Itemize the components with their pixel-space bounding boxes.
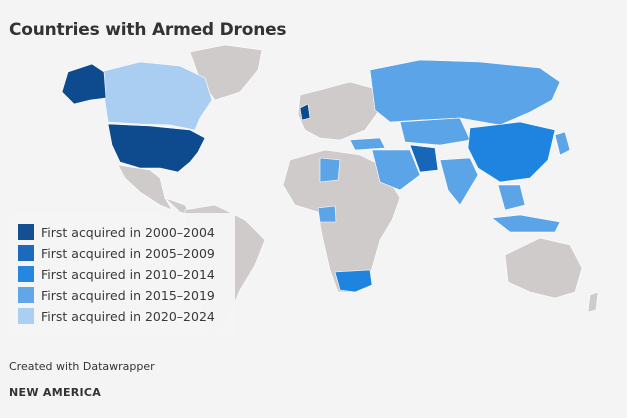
region-mexico: [117, 164, 173, 211]
legend-item: First acquired in 2010–2014: [18, 265, 215, 283]
region-india: [439, 157, 479, 206]
region-nigeria: [317, 205, 337, 223]
legend-swatch: [18, 245, 34, 261]
legend-swatch: [18, 224, 34, 240]
legend-item: First acquired in 2015–2019: [18, 286, 215, 304]
region-europe: [297, 81, 379, 141]
legend-label: First acquired in 2015–2019: [41, 287, 215, 303]
region-turkey: [349, 137, 386, 151]
chart-title: Countries with Armed Drones: [9, 20, 287, 40]
region-southeast-asia: [497, 184, 526, 211]
region-usa: [107, 123, 206, 173]
region-russia: [369, 59, 561, 126]
region-central-asia: [399, 117, 471, 146]
region-iran: [409, 144, 439, 173]
legend-swatch: [18, 308, 34, 324]
region-north-africa-drone: [319, 157, 341, 183]
region-korea-japan: [554, 131, 571, 156]
legend: First acquired in 2000–2004 First acquir…: [9, 213, 235, 337]
legend-item: First acquired in 2000–2004: [18, 223, 215, 241]
legend-label: First acquired in 2020–2024: [41, 308, 215, 324]
region-indonesia: [491, 214, 561, 233]
legend-item: First acquired in 2020–2024: [18, 307, 215, 325]
region-china: [467, 121, 556, 183]
brand-logo-text: NEW AMERICA: [9, 386, 102, 399]
region-australia: [504, 237, 583, 299]
legend-swatch: [18, 266, 34, 282]
region-alaska: [61, 63, 107, 105]
region-middle-east: [371, 149, 421, 191]
region-new-zealand: [587, 291, 599, 313]
region-south-africa: [334, 269, 373, 293]
region-uk: [299, 103, 311, 121]
legend-swatch: [18, 287, 34, 303]
legend-label: First acquired in 2005–2009: [41, 245, 215, 261]
legend-label: First acquired in 2000–2004: [41, 224, 215, 240]
legend-label: First acquired in 2010–2014: [41, 266, 215, 282]
legend-item: First acquired in 2005–2009: [18, 244, 215, 262]
region-canada: [99, 61, 213, 131]
credit-text: Created with Datawrapper: [9, 360, 155, 373]
